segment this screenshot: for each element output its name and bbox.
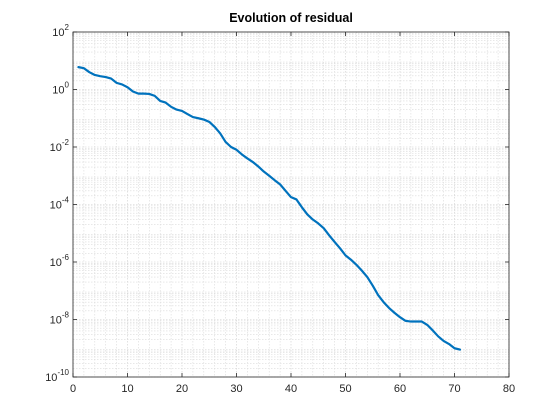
x-tick-label: 20 [176,383,188,395]
y-tick-label: 10-10 [45,368,69,384]
y-tick-label: 10-4 [50,196,70,212]
chart-title: Evolution of residual [229,11,353,25]
y-tick-label: 10-2 [50,138,70,154]
x-tick-label: 40 [285,383,297,395]
y-tick-label: 102 [52,23,69,39]
axes [72,31,510,378]
y-tick-label: 10-8 [50,311,70,327]
series-layer [77,66,462,351]
x-tick-label: 80 [503,383,515,395]
x-tick-label: 50 [339,383,351,395]
series-line-residual [77,66,462,351]
grid [72,31,510,378]
x-tick-label: 70 [448,383,460,395]
x-tick-label: 10 [121,383,133,395]
y-tick-label: 10-6 [50,253,70,269]
y-tick-label: 100 [52,81,69,97]
x-tick-label: 0 [70,383,76,395]
tick-labels: 0 10 20 30 40 50 60 70 80 10-10 10-8 10-6 10-4 10-2 10… [45,23,515,395]
x-tick-label: 60 [394,383,406,395]
x-tick-label: 30 [230,383,242,395]
